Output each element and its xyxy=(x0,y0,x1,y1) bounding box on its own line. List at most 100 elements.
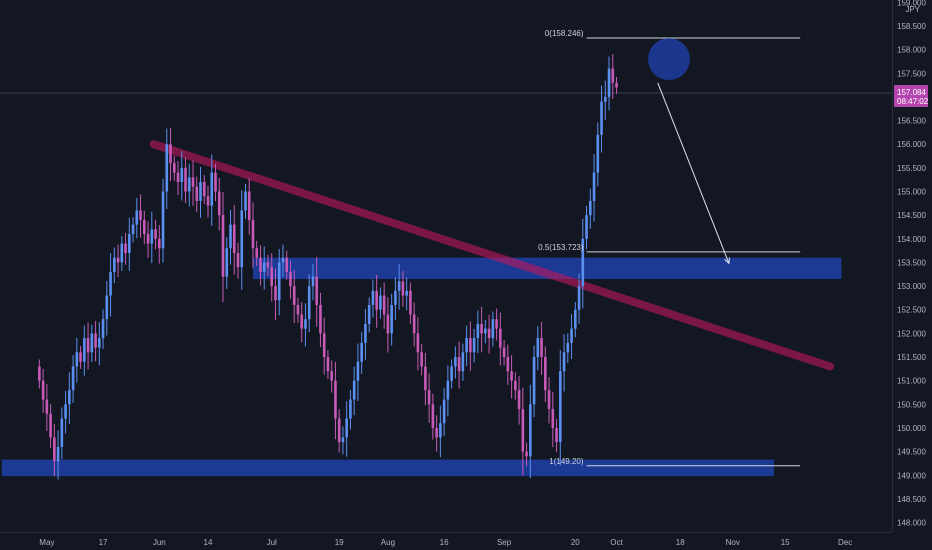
candle[interactable] xyxy=(450,359,453,389)
candle[interactable] xyxy=(184,157,187,204)
candle[interactable] xyxy=(352,366,356,416)
candle[interactable] xyxy=(90,324,94,362)
candle[interactable] xyxy=(251,202,255,268)
candle[interactable] xyxy=(341,426,345,455)
candle[interactable] xyxy=(330,360,334,393)
candle[interactable] xyxy=(401,271,405,307)
candle[interactable] xyxy=(240,190,244,290)
candle[interactable] xyxy=(334,361,337,440)
candle[interactable] xyxy=(514,372,517,400)
candle[interactable] xyxy=(64,390,67,434)
candle[interactable] xyxy=(506,344,510,385)
candle[interactable] xyxy=(525,442,528,467)
candle[interactable] xyxy=(289,260,292,299)
candle[interactable] xyxy=(409,282,412,324)
candle[interactable] xyxy=(150,211,154,264)
candle[interactable] xyxy=(56,430,60,480)
candle[interactable] xyxy=(349,389,352,430)
candle[interactable] xyxy=(255,240,259,266)
candle[interactable] xyxy=(412,302,416,347)
candle[interactable] xyxy=(420,344,423,376)
candle[interactable] xyxy=(465,325,468,367)
candle[interactable] xyxy=(517,376,521,425)
candle[interactable] xyxy=(45,384,49,432)
candle[interactable] xyxy=(187,163,191,207)
candle[interactable] xyxy=(98,322,101,366)
candle[interactable] xyxy=(588,188,592,229)
candle[interactable] xyxy=(491,311,495,347)
candle[interactable] xyxy=(461,343,465,381)
candle[interactable] xyxy=(71,354,75,403)
candle[interactable] xyxy=(480,306,483,353)
candle[interactable] xyxy=(60,407,64,460)
candle[interactable] xyxy=(165,128,169,210)
candle[interactable] xyxy=(281,244,285,278)
candle[interactable] xyxy=(427,373,431,423)
candle[interactable] xyxy=(495,308,498,341)
candle[interactable] xyxy=(127,217,131,271)
candle[interactable] xyxy=(532,345,536,418)
descending-trendline[interactable] xyxy=(149,140,835,371)
candle[interactable] xyxy=(157,224,161,264)
candle[interactable] xyxy=(202,175,206,205)
candle[interactable] xyxy=(86,322,90,370)
candle[interactable] xyxy=(360,331,363,374)
candle[interactable] xyxy=(154,219,157,250)
candle[interactable] xyxy=(146,221,150,258)
candle[interactable] xyxy=(536,326,540,371)
candle[interactable] xyxy=(577,273,581,324)
candle[interactable] xyxy=(603,80,607,120)
candle[interactable] xyxy=(600,85,603,153)
candle[interactable] xyxy=(457,341,461,389)
candle[interactable] xyxy=(247,178,251,235)
candle[interactable] xyxy=(142,210,146,245)
candle[interactable] xyxy=(135,198,139,239)
candle[interactable] xyxy=(558,350,562,466)
candle[interactable] xyxy=(277,249,281,316)
candle[interactable] xyxy=(195,176,199,213)
candle[interactable] xyxy=(382,282,386,329)
candle[interactable] xyxy=(191,160,195,206)
candle[interactable] xyxy=(469,321,472,371)
candle[interactable] xyxy=(319,292,322,347)
candle[interactable] xyxy=(322,317,326,375)
candle[interactable] xyxy=(131,217,135,243)
candle[interactable] xyxy=(405,277,408,311)
candle[interactable] xyxy=(124,232,127,265)
candle[interactable] xyxy=(41,368,45,413)
candle[interactable] xyxy=(367,297,371,333)
support-zone-0[interactable] xyxy=(252,257,842,280)
candle[interactable] xyxy=(112,247,116,284)
candle[interactable] xyxy=(379,287,382,319)
candle[interactable] xyxy=(615,77,618,94)
candle[interactable] xyxy=(270,253,274,302)
candle[interactable] xyxy=(315,257,319,327)
candle[interactable] xyxy=(435,415,438,452)
candle[interactable] xyxy=(551,391,555,448)
candle[interactable] xyxy=(521,387,525,476)
candle[interactable] xyxy=(570,314,573,359)
candle[interactable] xyxy=(296,297,300,323)
candle[interactable] xyxy=(499,312,502,366)
candle[interactable] xyxy=(274,268,277,320)
candle[interactable] xyxy=(326,350,330,380)
candle[interactable] xyxy=(544,346,547,402)
candle[interactable] xyxy=(109,252,112,317)
candle[interactable] xyxy=(424,352,427,406)
candle[interactable] xyxy=(229,209,232,265)
candle[interactable] xyxy=(386,297,390,353)
candle[interactable] xyxy=(75,337,79,383)
candle[interactable] xyxy=(210,154,214,226)
candle[interactable] xyxy=(300,302,304,343)
candle[interactable] xyxy=(304,303,307,347)
candle[interactable] xyxy=(390,293,393,346)
candle[interactable] xyxy=(206,185,210,218)
candle[interactable] xyxy=(236,242,240,279)
candle[interactable] xyxy=(611,54,615,99)
candle[interactable] xyxy=(232,205,236,275)
projection-arrow[interactable] xyxy=(657,82,730,264)
candle[interactable] xyxy=(83,325,86,376)
candle[interactable] xyxy=(555,418,558,453)
candle[interactable] xyxy=(562,334,566,392)
